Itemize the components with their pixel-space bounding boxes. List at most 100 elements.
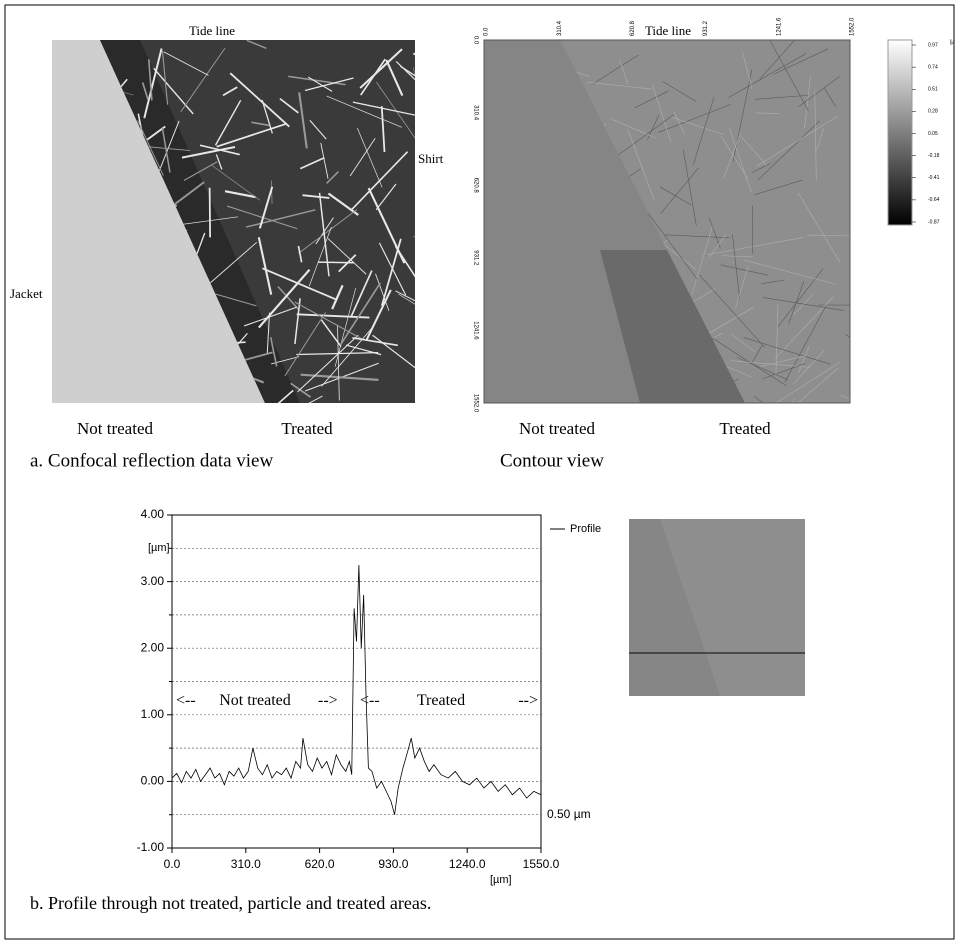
texture-line (753, 395, 771, 403)
image-label: Treated (281, 419, 333, 438)
texture-line (735, 266, 749, 308)
texture-line (707, 335, 787, 386)
texture-line (756, 115, 839, 167)
fiber (360, 58, 386, 96)
axis-tick-label: 1241.6 (472, 321, 478, 340)
fiber (375, 273, 390, 311)
fiber (296, 313, 370, 319)
colorbar-tick-label: 0.05 (928, 131, 938, 137)
axis-tick-label: 310.4 (557, 20, 563, 36)
fiber (380, 106, 386, 153)
fiber (246, 40, 267, 50)
fiber (266, 312, 271, 355)
axis-tick-label: 0.0 (484, 27, 490, 36)
image-label: Jacket (10, 286, 43, 301)
texture-line (732, 334, 756, 353)
fiber (300, 373, 379, 381)
fiber (304, 77, 354, 92)
fiber (251, 121, 270, 127)
texture-line (652, 85, 672, 143)
axis-tick-label: 1241.6 (776, 17, 782, 36)
contour-image (483, 39, 851, 404)
x-tick-label: 930.0 (378, 857, 408, 871)
texture-line (773, 48, 829, 75)
texture-line (845, 334, 850, 389)
texture-line (761, 279, 785, 284)
y-axis-label: [µm] (148, 542, 170, 554)
fiber (349, 137, 376, 177)
x-tick-label: 1550.0 (523, 857, 560, 871)
fiber (245, 209, 316, 228)
texture-line (754, 180, 803, 196)
fiber (413, 52, 415, 67)
fiber (350, 151, 409, 211)
texture-line (723, 132, 742, 178)
fiber (294, 298, 301, 345)
fiber (395, 290, 415, 311)
fiber (161, 50, 169, 105)
texture-line (743, 259, 835, 285)
texture-line (775, 303, 779, 376)
texture-line (742, 52, 753, 89)
x-tick-label: 310.0 (231, 857, 261, 871)
fiber (258, 186, 274, 229)
texture-line (740, 135, 768, 166)
fiber (230, 389, 294, 403)
texture-line (720, 264, 769, 276)
texture-line (647, 211, 698, 280)
texture-line (804, 75, 811, 128)
fiber (288, 75, 346, 86)
texture-line (849, 400, 850, 403)
texture-line (798, 192, 841, 264)
profile-chart: -1.00 0.00 1.00 2.00 3.00 4.00 0.0 310.0 620.0 93… (137, 507, 602, 886)
fiber (356, 127, 383, 188)
fiber (141, 82, 149, 101)
texture-line (793, 294, 813, 316)
texture-line (662, 81, 697, 102)
fiber (214, 293, 257, 307)
annotation: Treated (417, 692, 465, 709)
texture-line (708, 217, 721, 249)
annotation: Not treated (219, 692, 291, 709)
fiber (352, 101, 415, 117)
texture-line (721, 255, 753, 258)
texture-line (743, 337, 831, 365)
fiber (326, 95, 403, 128)
fiber (211, 164, 261, 201)
annotation: --> (318, 692, 338, 709)
fiber (183, 161, 218, 181)
image-axis: 0.0 0.0 310.4 310.4 620.8 620.8 931.2 931.2 1241… (472, 17, 855, 413)
fiber (215, 154, 223, 170)
fiber (376, 81, 415, 148)
x-axis-label: [µm] (490, 874, 512, 886)
fiber (352, 337, 398, 347)
fiber (137, 120, 164, 176)
fiber (315, 217, 334, 245)
fiber (334, 287, 357, 367)
image-label: Not treated (519, 419, 595, 438)
texture-line (798, 76, 840, 107)
fiber (243, 306, 297, 327)
x-tick-label: 1240.0 (449, 857, 486, 871)
fiber (216, 123, 286, 148)
axis-tick-label: 310.4 (472, 105, 478, 121)
fiber (375, 183, 397, 211)
texture-line (757, 120, 820, 181)
texture-line (691, 226, 713, 296)
fiber (294, 301, 363, 340)
fiber (317, 261, 354, 264)
fiber (153, 67, 194, 115)
annotation: <-- (360, 692, 380, 709)
fiber (299, 156, 325, 170)
caption: b. Profile through not treated, particle… (30, 893, 431, 913)
fiber (321, 326, 374, 387)
fiber (262, 267, 336, 300)
texture-line (771, 398, 795, 403)
fiber (413, 236, 415, 256)
texture-line (769, 40, 809, 111)
y-tick-label: 4.00 (141, 507, 165, 521)
fiber (345, 344, 382, 356)
fiber (180, 47, 226, 113)
texture-line (673, 111, 685, 134)
